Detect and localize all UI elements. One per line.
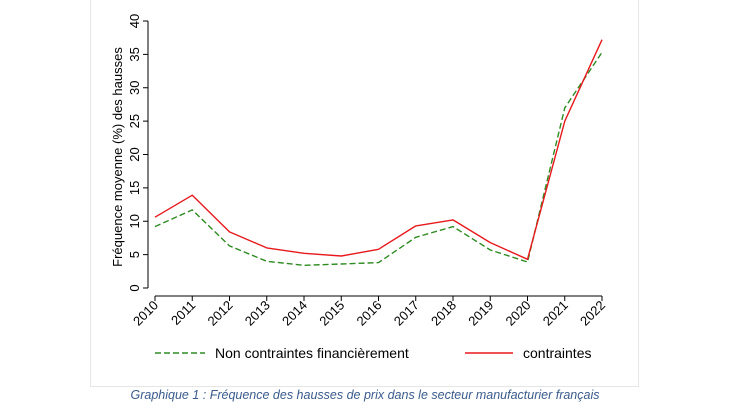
- x-tick-label: 2016: [354, 298, 385, 329]
- figure-caption: Graphique 1 : Fréquence des hausses de p…: [130, 388, 600, 402]
- line-chart: 0 5 10 15 20 25 30 35 40 2010 2011 2012 2013 2014 2015…: [110, 14, 608, 361]
- chart-legend: Non contraintes financièrement contrainte…: [155, 345, 591, 361]
- legend-label-2: contraintes: [523, 345, 591, 361]
- y-tick-label: 20: [127, 147, 142, 161]
- x-tick-label: 2015: [316, 298, 347, 329]
- series-line-2: [154, 39, 603, 260]
- chart-series: [154, 39, 603, 266]
- x-tick-label: 2017: [391, 298, 422, 329]
- x-tick-label: 2010: [130, 298, 161, 329]
- y-tick-label: 15: [127, 181, 142, 195]
- x-tick-label: 2014: [279, 298, 310, 329]
- y-tick-label: 25: [127, 114, 142, 128]
- y-tick-label: 0: [127, 284, 142, 291]
- y-tick-label: 30: [127, 81, 142, 95]
- chart-axes: 0 5 10 15 20 25 30 35 40 2010 2011 2012 2013 2014 2015…: [127, 14, 608, 329]
- x-tick-label: 2022: [577, 298, 608, 329]
- y-axis-title: Fréquence moyenne (%) des hausses: [110, 47, 125, 267]
- y-tick-label: 5: [127, 251, 142, 258]
- x-tick-label: 2019: [465, 298, 496, 329]
- x-tick-label: 2012: [205, 298, 236, 329]
- x-tick-label: 2020: [503, 298, 534, 329]
- y-tick-label: 35: [127, 47, 142, 61]
- y-tick-label: 10: [127, 214, 142, 228]
- x-tick-label: 2011: [168, 298, 198, 328]
- series-line-1: [154, 52, 603, 266]
- x-tick-label: 2021: [540, 298, 571, 329]
- chart-panel: 0 5 10 15 20 25 30 35 40 2010 2011 2012 2013 2014 2015…: [90, 0, 639, 387]
- x-tick-label: 2018: [428, 298, 459, 329]
- x-tick-label: 2013: [242, 298, 273, 329]
- legend-label-1: Non contraintes financièrement: [215, 345, 409, 361]
- y-tick-label: 40: [127, 14, 142, 28]
